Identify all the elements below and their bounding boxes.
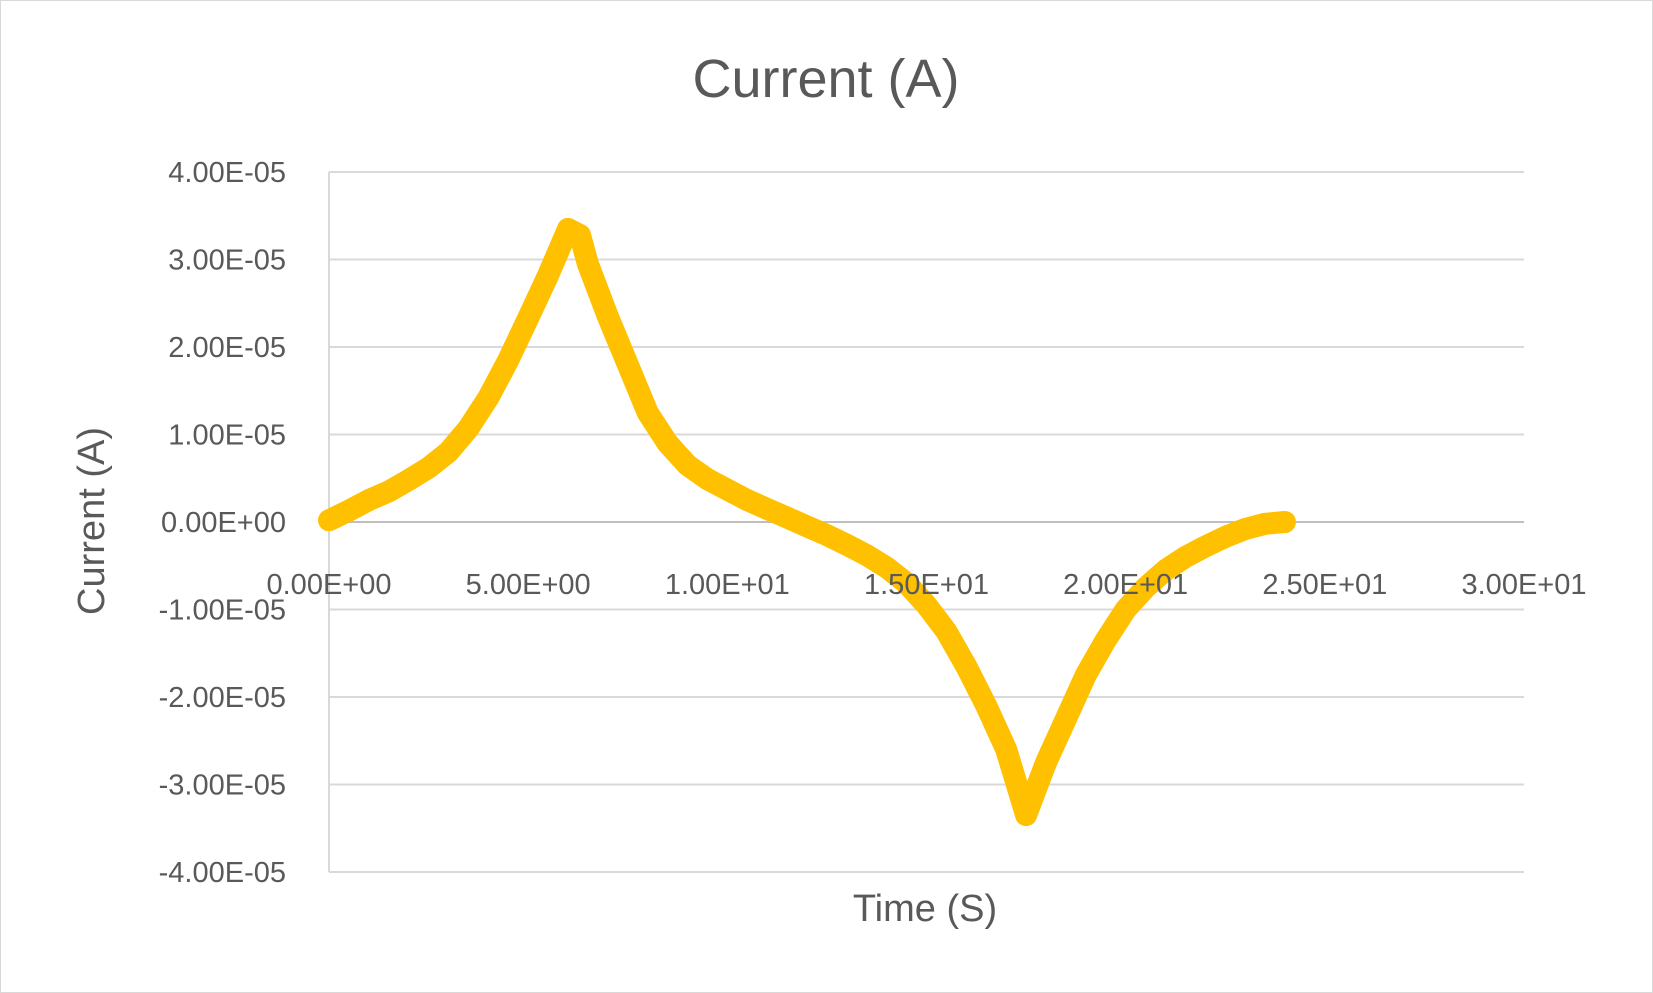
y-tick-label: 1.00E-05: [168, 420, 286, 452]
y-tick-label: -2.00E-05: [159, 682, 286, 714]
tick-labels: 4.00E-05 3.00E-05 2.00E-05 1.00E-05 0.00E+00…: [159, 157, 1587, 889]
x-axis-title: Time (S): [853, 888, 997, 930]
x-tick-label: 2.50E+01: [1262, 569, 1387, 601]
x-tick-label: 5.00E+00: [466, 569, 591, 601]
x-tick-label: 2.00E+01: [1063, 569, 1188, 601]
x-tick-label: 1.50E+01: [864, 569, 989, 601]
y-tick-label: 4.00E-05: [168, 157, 286, 189]
y-tick-label: -1.00E-05: [159, 595, 286, 627]
x-tick-label: 3.00E+01: [1462, 569, 1587, 601]
y-tick-label: -4.00E-05: [159, 857, 286, 889]
x-tick-label: 0.00E+00: [267, 569, 392, 601]
y-axis-title: Current (A): [71, 427, 113, 615]
y-tick-label: 0.00E+00: [161, 507, 286, 539]
y-tick-label: 2.00E-05: [168, 332, 286, 364]
y-tick-label: -3.00E-05: [159, 770, 286, 802]
series-layer: [318, 217, 1296, 827]
chart-title: Current (A): [692, 49, 959, 109]
series-line: [318, 217, 1296, 827]
y-tick-label: 3.00E-05: [168, 245, 286, 277]
axis-layer: [328, 172, 1524, 872]
x-tick-label: 1.00E+01: [665, 569, 790, 601]
